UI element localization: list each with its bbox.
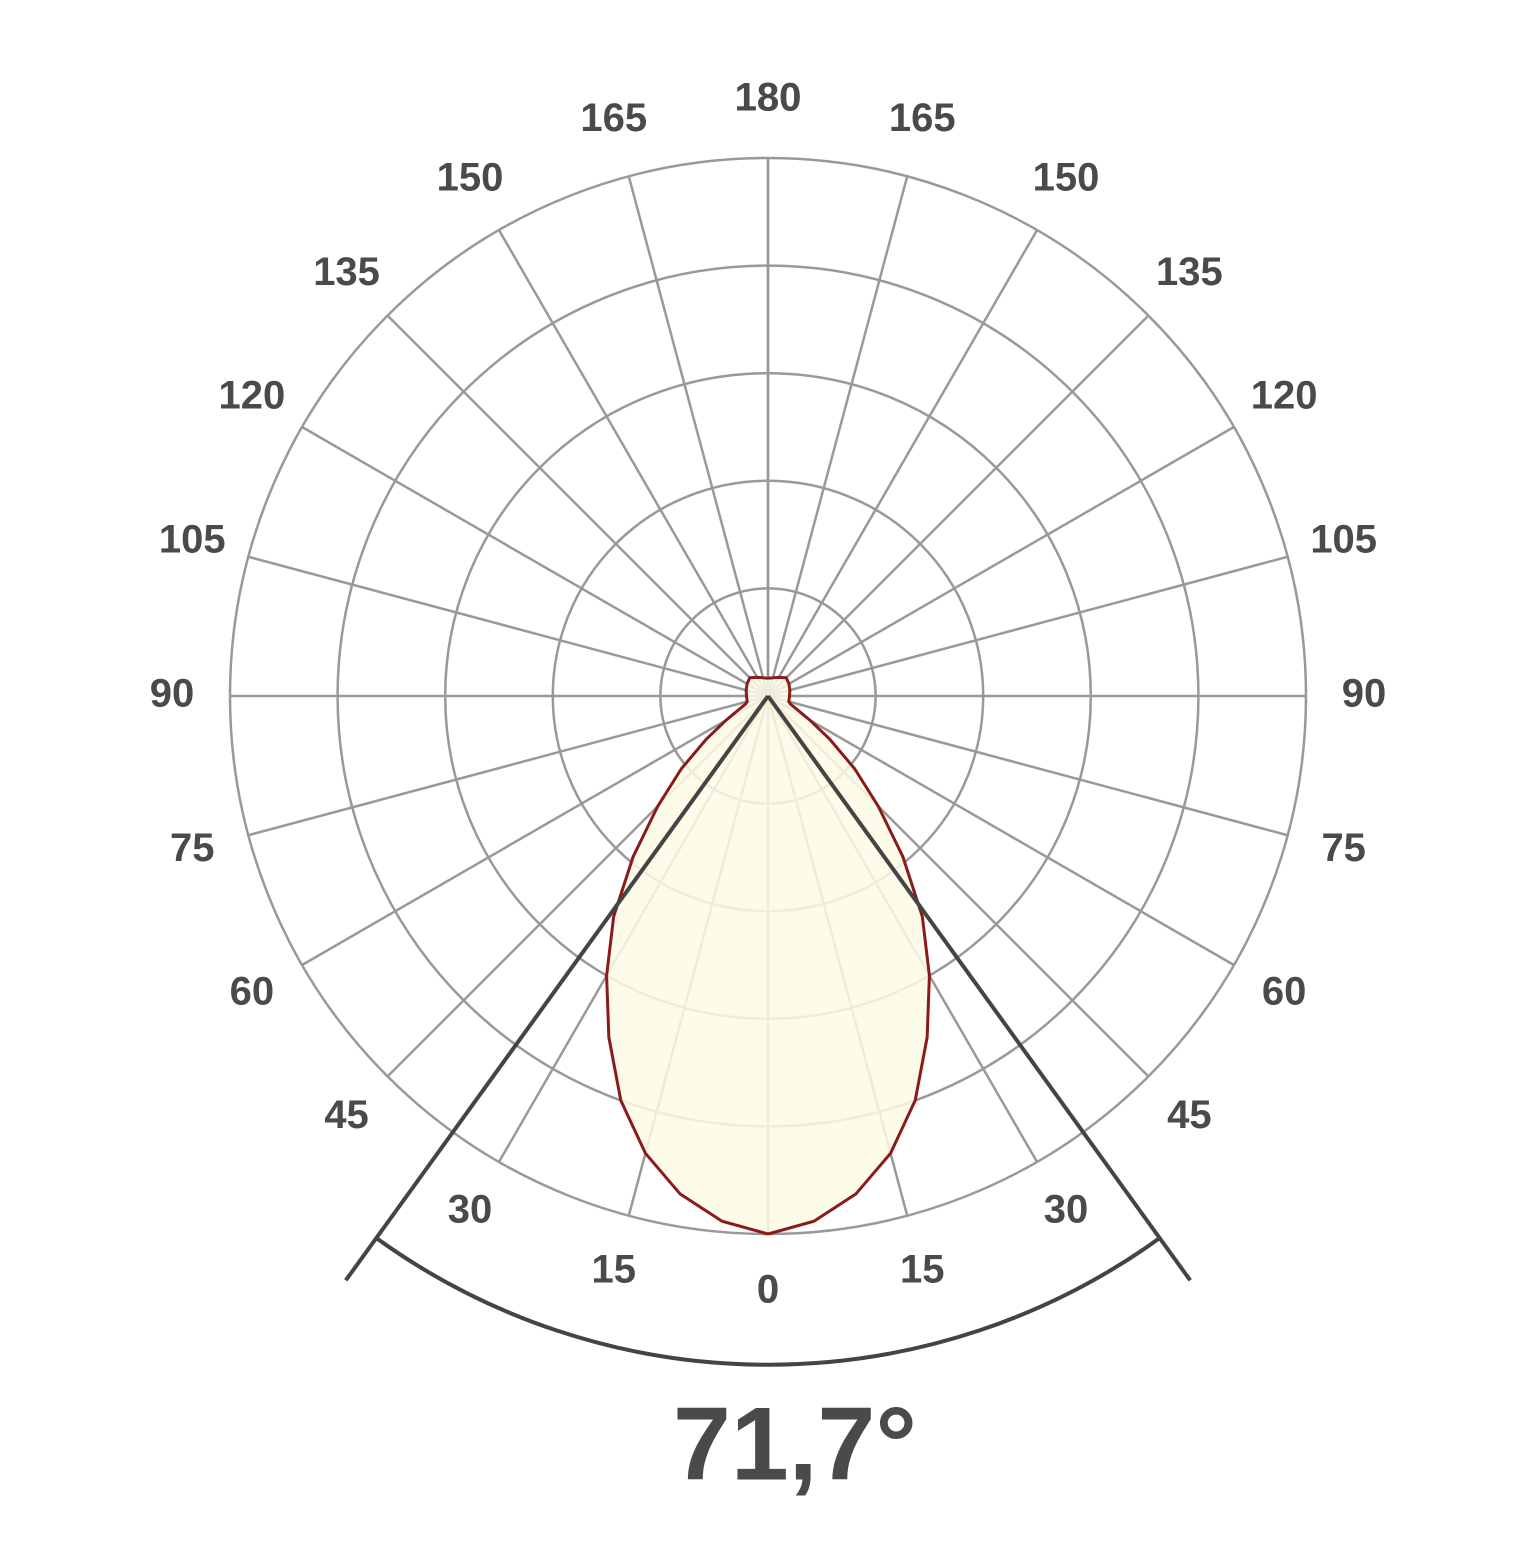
beam-angle-label: 71,7° — [673, 1386, 917, 1502]
beam-line — [766, 694, 1192, 1282]
grid-spoke — [301, 425, 769, 698]
angle-label: 105 — [1310, 517, 1377, 561]
grid-spoke — [767, 694, 1288, 837]
beam-line — [344, 694, 770, 1282]
grid-spoke — [766, 176, 909, 697]
angle-label: 180 — [735, 76, 802, 120]
grid-spoke — [767, 694, 1235, 967]
angle-label: 45 — [324, 1093, 369, 1137]
angle-label: 75 — [1321, 826, 1366, 870]
angle-label: 45 — [1167, 1093, 1212, 1137]
angle-label: 165 — [889, 96, 956, 140]
grid-spoke — [386, 314, 769, 697]
angle-label: 75 — [170, 826, 215, 870]
curve-fill — [606, 677, 768, 1234]
angle-label: 150 — [437, 155, 504, 199]
grid-spoke — [248, 694, 769, 837]
grid-spoke — [767, 314, 1150, 697]
angle-label: 90 — [150, 672, 195, 716]
angle-label: 120 — [1251, 374, 1318, 418]
grid-spoke — [497, 229, 770, 697]
angle-label: 135 — [313, 250, 380, 294]
angle-label: 150 — [1033, 155, 1100, 199]
grid-spoke — [301, 694, 769, 967]
angle-label: 15 — [900, 1247, 945, 1291]
grid-spoke — [767, 425, 1235, 698]
angle-label: 30 — [1044, 1188, 1089, 1232]
angle-label: 0 — [757, 1268, 779, 1312]
curve-line — [767, 675, 931, 1236]
angle-label: 60 — [230, 970, 275, 1014]
angle-label: 180 — [735, 76, 802, 120]
curve-fill — [768, 677, 930, 1234]
grid-spoke — [248, 555, 769, 698]
angle-label: 165 — [580, 96, 647, 140]
grid-spoke — [766, 229, 1039, 697]
grid-spoke — [627, 176, 770, 697]
angle-label: 120 — [218, 374, 285, 418]
grid-spoke — [767, 555, 1288, 698]
angle-label: 105 — [159, 517, 226, 561]
angle-label: 90 — [1342, 672, 1387, 716]
curve-line — [605, 675, 769, 1236]
beam-arc — [375, 1236, 1161, 1367]
angle-label: 0 — [757, 1268, 779, 1312]
angle-label: 15 — [591, 1247, 636, 1291]
angle-label: 60 — [1262, 970, 1307, 1014]
angle-label: 30 — [448, 1188, 493, 1232]
angle-label: 135 — [1156, 250, 1223, 294]
